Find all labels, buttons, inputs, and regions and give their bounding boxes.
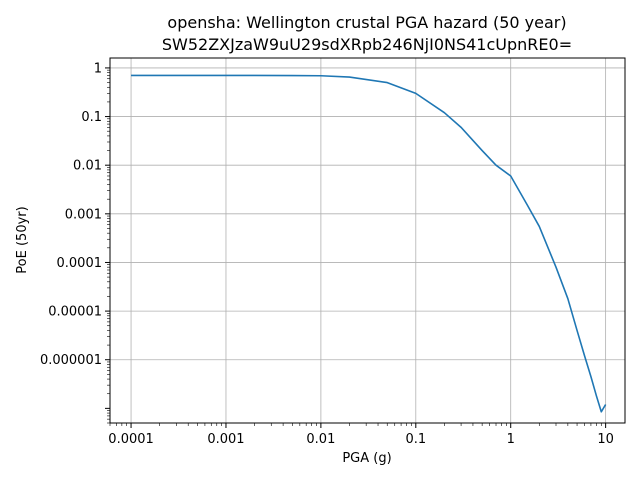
x-axis-label: PGA (g) xyxy=(342,451,391,466)
chart-subtitle: SW52ZXJzaW9uU29sdXRpb246NjI0NS41cUpnRE0= xyxy=(162,35,572,54)
chart-title: opensha: Wellington crustal PGA hazard (… xyxy=(167,13,566,32)
y-tick-label: 0.1 xyxy=(81,110,102,125)
x-tick-label: 0.0001 xyxy=(108,432,154,447)
x-tick-label: 1 xyxy=(507,432,515,447)
x-tick-label: 10 xyxy=(597,432,614,447)
y-tick-label: 0.0001 xyxy=(57,256,103,271)
x-axis: 0.0001 0.001 0.01 0.1 1 10 xyxy=(108,423,614,447)
y-tick-label: 0.001 xyxy=(65,207,102,222)
minor-ticks xyxy=(107,69,602,426)
plot-frame xyxy=(109,57,626,424)
y-tick-label: 0.01 xyxy=(73,159,102,174)
x-tick-label: 0.01 xyxy=(306,432,335,447)
y-axis: 1 0.1 0.01 0.001 0.0001 0.00001 0.000001 xyxy=(40,61,110,409)
series-lines xyxy=(131,74,607,413)
x-tick-label: 0.001 xyxy=(207,432,244,447)
y-tick-label: 1 xyxy=(94,61,102,76)
y-tick-label: 0.00001 xyxy=(48,305,102,320)
x-tick-label: 0.1 xyxy=(405,432,426,447)
y-axis-label: PoE (50yr) xyxy=(15,206,30,273)
grid-lines xyxy=(110,58,625,423)
y-tick-label: 0.000001 xyxy=(40,353,102,368)
series-line xyxy=(131,74,607,413)
